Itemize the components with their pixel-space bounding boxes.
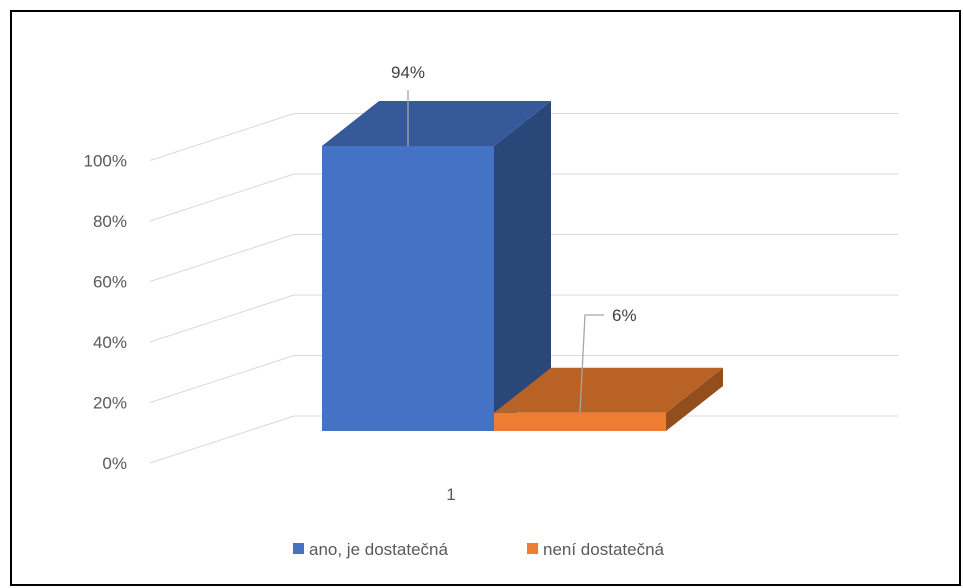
gridline-side xyxy=(149,173,295,222)
bar-2 xyxy=(494,412,666,431)
gridline-side xyxy=(149,113,295,161)
legend-swatch-series-1 xyxy=(293,543,304,554)
legend-label-series-1: ano, je dostatečná xyxy=(309,540,448,559)
gridline-side xyxy=(149,294,295,343)
bar-side-1 xyxy=(494,101,551,431)
legend-label-series-2: není dostatečná xyxy=(543,540,665,559)
data-label-2: 6% xyxy=(612,306,637,325)
bars xyxy=(322,101,723,431)
leader-line-2 xyxy=(579,314,604,413)
y-tick-label: 40% xyxy=(93,333,127,352)
y-tick-label: 0% xyxy=(102,454,127,473)
bar-side-2 xyxy=(666,367,723,431)
y-tick-label: 20% xyxy=(93,394,127,413)
data-labels: 94% 6% xyxy=(391,63,637,325)
bar-top-2 xyxy=(494,367,723,413)
bar-1 xyxy=(322,146,494,431)
gridline-side xyxy=(149,355,295,403)
legend: ano, je dostatečná není dostatečná xyxy=(293,540,665,559)
y-tick-label: 80% xyxy=(93,212,127,231)
bar-top-1 xyxy=(322,101,551,146)
label-leaders xyxy=(407,90,604,413)
y-axis-ticks: 0% 20% 40% 60% 80% 100% xyxy=(84,152,127,474)
gridline-side xyxy=(149,415,295,464)
y-tick-label: 60% xyxy=(93,273,127,292)
y-tick-label: 100% xyxy=(84,152,127,171)
data-label-1: 94% xyxy=(391,63,425,82)
legend-swatch-series-2 xyxy=(527,543,538,554)
gridline-side xyxy=(149,234,295,282)
x-tick-label: 1 xyxy=(446,485,455,504)
